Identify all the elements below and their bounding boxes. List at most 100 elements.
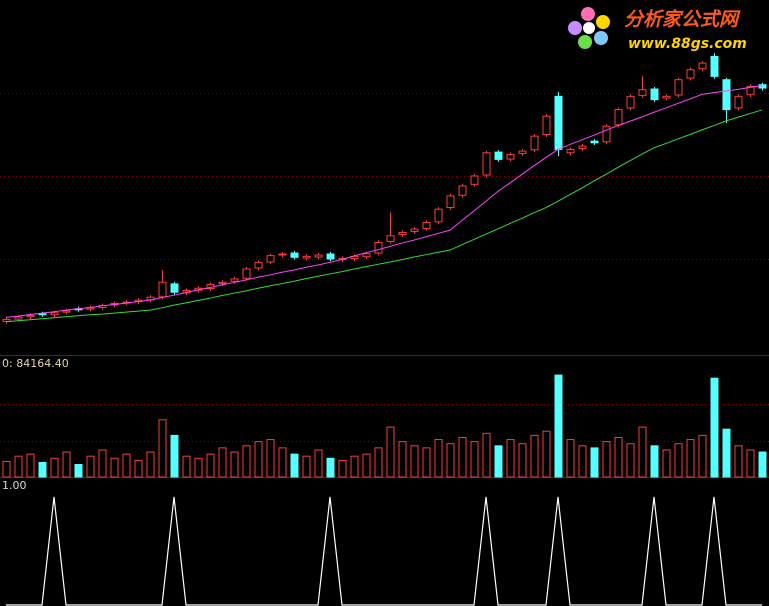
candle-body — [38, 313, 47, 316]
volume-bar — [146, 451, 155, 478]
volume-bar — [194, 457, 203, 478]
candle-body — [470, 175, 479, 185]
volume-bar — [674, 443, 683, 478]
volume-bar — [758, 451, 767, 478]
candle-body — [566, 148, 575, 154]
volume-bar — [26, 453, 35, 478]
candle-body — [26, 314, 35, 318]
volume-bar — [302, 455, 311, 478]
volume-bar — [182, 455, 191, 478]
petal — [581, 7, 595, 21]
watermark-url: www.88gs.com — [628, 36, 747, 52]
volume-bar — [278, 447, 287, 478]
candle-body — [734, 95, 743, 109]
volume-bar — [590, 447, 599, 478]
volume-bar — [50, 457, 59, 478]
candle-body — [398, 231, 407, 235]
candle-body — [458, 185, 467, 196]
candle-body — [278, 253, 287, 256]
volume-bar — [566, 439, 575, 478]
signal-line — [6, 496, 762, 606]
volume-bar — [62, 451, 71, 478]
volume-bar — [470, 441, 479, 478]
volume-bar — [746, 449, 755, 478]
volume-bar — [122, 453, 131, 478]
volume-bar — [14, 455, 23, 478]
volume-bar — [518, 443, 527, 478]
volume-bar — [230, 451, 239, 478]
candle-body — [230, 278, 239, 282]
candle-body — [362, 253, 371, 258]
candle-body — [158, 281, 167, 298]
volume-bar — [254, 441, 263, 478]
watermark-title: 分析家公式网 — [624, 9, 741, 31]
candle-body — [626, 95, 635, 109]
candle-body — [722, 79, 731, 111]
petal — [578, 35, 592, 49]
candle-body — [242, 268, 251, 279]
petal — [594, 31, 608, 45]
candle-body — [554, 95, 563, 150]
volume-bar — [650, 445, 659, 478]
moving-average-line — [5, 85, 763, 318]
volume-bar — [410, 445, 419, 478]
volume-bar — [734, 445, 743, 478]
volume-bar — [206, 453, 215, 478]
candle-body — [686, 69, 695, 79]
candle-body — [374, 241, 383, 254]
candle-body — [386, 235, 395, 242]
volume-bar — [446, 443, 455, 478]
candle-body — [482, 152, 491, 176]
volume-bar — [350, 455, 359, 478]
candle-body — [662, 95, 671, 99]
candle-body — [50, 312, 59, 316]
candle-body — [542, 115, 551, 135]
volume-bar — [38, 461, 47, 478]
candle-body — [494, 151, 503, 160]
candle-body — [302, 255, 311, 259]
moving-average-line — [5, 109, 763, 323]
volume-bar — [506, 439, 515, 478]
volume-bar — [170, 434, 179, 478]
volume-bar — [98, 449, 107, 478]
volume-bar — [134, 459, 143, 478]
volume-bar — [602, 441, 611, 478]
watermark-logo — [568, 7, 610, 49]
volume-bar — [290, 453, 299, 478]
volume-bar — [542, 430, 551, 478]
volume-bar — [434, 439, 443, 478]
volume-bar — [710, 377, 719, 478]
volume-bar — [722, 428, 731, 478]
volume-bar — [74, 464, 83, 478]
candle-body — [674, 79, 683, 96]
candle-body — [446, 195, 455, 209]
volume-bar — [530, 434, 539, 478]
candle-body — [602, 125, 611, 143]
candle-body — [14, 316, 23, 320]
candle-body — [506, 153, 515, 160]
volume-bar — [242, 445, 251, 478]
volume-bar — [374, 447, 383, 478]
volume-bar — [386, 426, 395, 478]
volume-bar — [422, 447, 431, 478]
candle-body — [170, 283, 179, 293]
volume-bar — [662, 449, 671, 478]
candle-body — [638, 89, 647, 96]
candle-body — [578, 145, 587, 149]
volume-bar — [362, 453, 371, 478]
candle-body — [518, 150, 527, 154]
volume-bar — [314, 449, 323, 478]
candle-body — [698, 62, 707, 70]
volume-bar — [494, 445, 503, 478]
volume-bar — [578, 445, 587, 478]
volume-bar — [218, 447, 227, 478]
volume-bar — [626, 443, 635, 478]
volume-bar — [338, 459, 347, 478]
volume-bar — [554, 374, 563, 478]
y-tick-label: 1.00 — [2, 479, 27, 492]
candle-body — [746, 85, 755, 96]
candle-body — [410, 228, 419, 232]
candle-body — [614, 109, 623, 126]
